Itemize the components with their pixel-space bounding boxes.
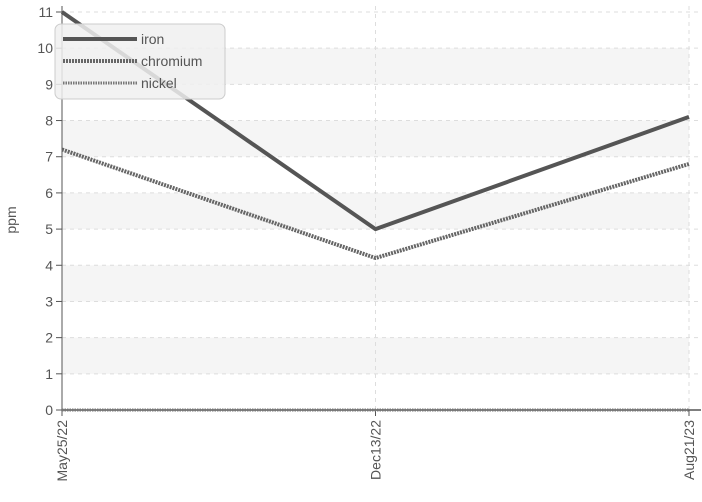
y-tick-label: 2 bbox=[45, 330, 53, 346]
y-tick-label: 7 bbox=[45, 149, 53, 165]
legend-box bbox=[54, 23, 226, 100]
y-tick-label: 0 bbox=[45, 402, 53, 418]
y-tick-labels: 0 1 2 3 4 5 6 7 8 9 10 11 bbox=[37, 4, 53, 418]
series-line-chromium bbox=[61, 147, 690, 261]
y-tick-label: 3 bbox=[45, 293, 53, 309]
y-tick-label: 11 bbox=[38, 4, 53, 20]
y-tick-label: 5 bbox=[45, 221, 53, 237]
legend-label-chromium: chromium bbox=[141, 53, 202, 69]
x-tick-labels: May25/22 Dec13/22 Aug21/23 bbox=[54, 420, 697, 482]
y-axis-label: ppm bbox=[3, 206, 19, 233]
y-tick-label: 1 bbox=[45, 366, 53, 382]
x-tick-label: Aug21/23 bbox=[681, 420, 697, 480]
y-tick-label: 8 bbox=[45, 113, 53, 129]
legend-label-nickel: nickel bbox=[141, 75, 177, 91]
x-tick-label: Dec13/22 bbox=[368, 420, 384, 480]
y-tick-label: 4 bbox=[45, 257, 53, 273]
x-tick-label: May25/22 bbox=[54, 420, 70, 482]
legend-label-iron: iron bbox=[141, 31, 164, 47]
y-tick-label: 9 bbox=[45, 76, 53, 92]
y-tick-label: 6 bbox=[45, 185, 53, 201]
y-tick-label: 10 bbox=[37, 40, 53, 56]
chart-legend: iron chromium nickel bbox=[54, 23, 226, 100]
